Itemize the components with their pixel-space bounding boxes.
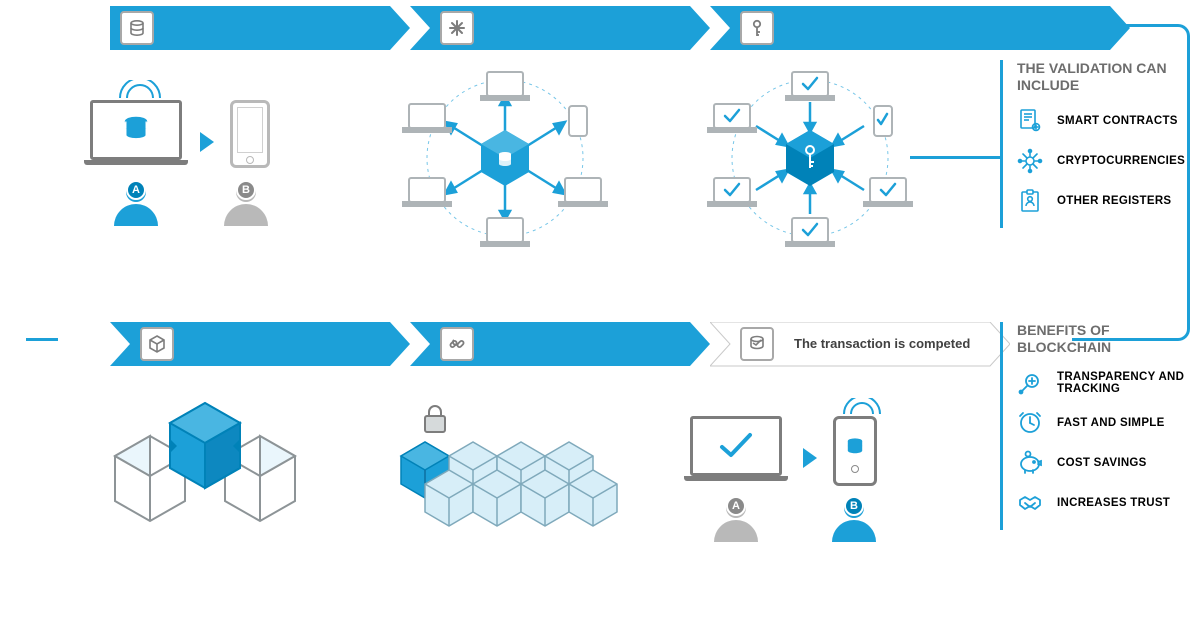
panel-request: A B [55, 60, 355, 255]
benefits-column: BENEFITS OF BLOCKCHAIN TRANSPARENCY AND … [1000, 322, 1185, 530]
panel-network [355, 60, 655, 255]
database-icon [120, 11, 154, 45]
benefit-item-fast: FAST AND SIMPLE [1017, 410, 1185, 436]
connector-bottom-line [26, 338, 58, 341]
person-a-done: A [713, 498, 759, 542]
panel-unify [55, 376, 355, 596]
piggy-icon [1017, 450, 1043, 476]
three-cubes-diagram [55, 376, 355, 576]
validation-item-label: OTHER REGISTERS [1057, 195, 1171, 207]
validation-item-crypto: CRYPTOCURRENCIES [1017, 148, 1180, 174]
chain-icon [440, 327, 474, 361]
person-b-done: B [831, 498, 877, 542]
step-header-s6: The transaction is competed [710, 322, 1010, 366]
step-header-s4: Transaction is unified with others as a … [110, 322, 410, 366]
panel-validation [655, 60, 975, 255]
validation-column: THE VALIDATION CAN INCLUDE SMART CONTRAC… [1000, 60, 1180, 228]
validation-item-registers: OTHER REGISTERS [1017, 188, 1180, 214]
contract-doc-icon [1017, 108, 1043, 134]
step-header-s2: The transaction is transmitted to a netw… [410, 6, 710, 50]
person-a: A [113, 182, 159, 226]
laptop-a-done [690, 416, 788, 481]
row1-panels: A B [55, 60, 1000, 260]
validation-item-label: CRYPTOCURRENCIES [1057, 155, 1185, 167]
panel-completed: A B [655, 376, 955, 596]
network-diagram [355, 60, 655, 255]
magnifier-icon [1017, 370, 1043, 396]
crypto-node-icon [1017, 148, 1043, 174]
key-icon [740, 11, 774, 45]
row1-headers: A transaction is requested The transacti… [110, 2, 1110, 57]
benefits-title: BENEFITS OF BLOCKCHAIN [1017, 322, 1185, 356]
benefit-label: FAST AND SIMPLE [1057, 417, 1165, 429]
row2-panels: A B [55, 376, 995, 596]
validation-title: THE VALIDATION CAN INCLUDE [1017, 60, 1180, 94]
register-doc-icon [1017, 188, 1043, 214]
handshake-icon [1017, 490, 1043, 516]
validation-item-contracts: SMART CONTRACTS [1017, 108, 1180, 134]
asterisk-icon [440, 11, 474, 45]
step-header-s3: The network validates the transaction th… [710, 6, 1130, 50]
benefit-item-trust: INCREASES TRUST [1017, 490, 1185, 516]
step-header-s1: A transaction is requested [110, 6, 410, 50]
validation-diagram [655, 60, 975, 255]
arrow-right-icon [200, 132, 214, 152]
arrow-right-icon [803, 448, 817, 468]
step-header-s5: The new block is added to the Blockchain… [410, 322, 710, 366]
benefit-item-transparency: TRANSPARENCY AND TRACKING [1017, 370, 1185, 396]
clock-icon [1017, 410, 1043, 436]
benefit-label: COST SAVINGS [1057, 457, 1147, 469]
stamp-icon [740, 327, 774, 361]
panel-chain [355, 376, 655, 596]
phone-b-done [833, 416, 877, 486]
blockchain-diagram [355, 376, 655, 576]
cube-icon [140, 327, 174, 361]
wifi-icon [115, 80, 165, 100]
wifi-icon [840, 398, 884, 416]
benefit-label: TRANSPARENCY AND TRACKING [1057, 371, 1185, 395]
phone-b [230, 100, 270, 168]
validation-item-label: SMART CONTRACTS [1057, 115, 1178, 127]
person-b: B [223, 182, 269, 226]
row2-headers: Transaction is unified with others as a … [110, 318, 1050, 373]
benefit-item-cost: COST SAVINGS [1017, 450, 1185, 476]
laptop-a [90, 100, 188, 165]
benefit-label: INCREASES TRUST [1057, 497, 1170, 509]
